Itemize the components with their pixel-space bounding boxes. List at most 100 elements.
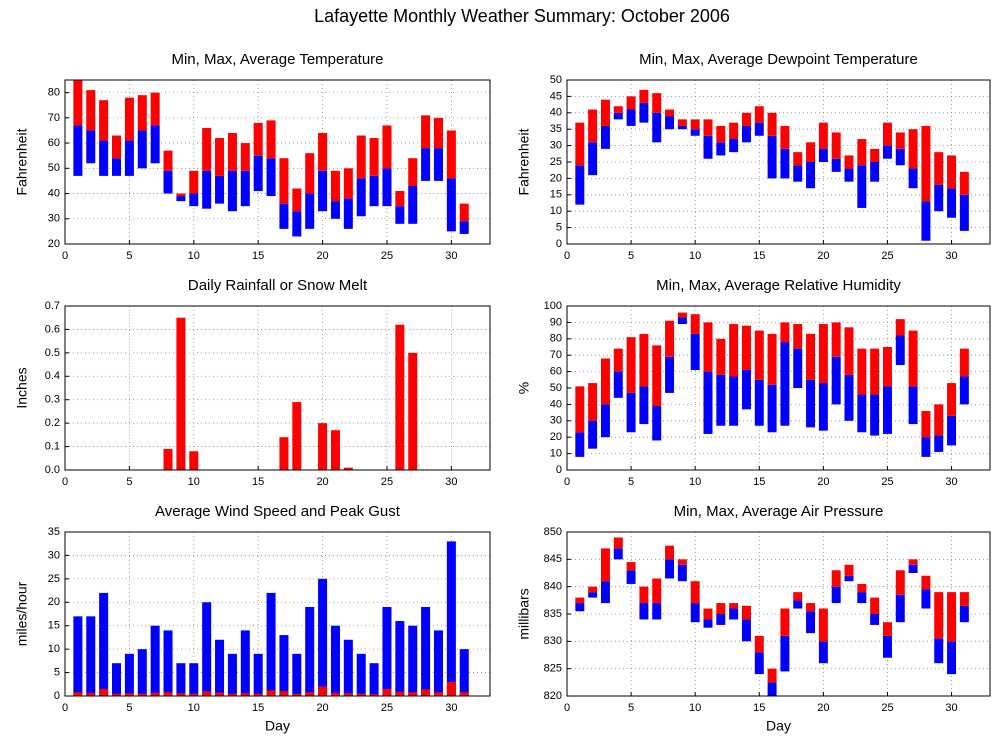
bar	[382, 688, 392, 696]
bar-lower	[626, 392, 636, 433]
bar-upper	[729, 324, 739, 377]
y-tick-label: 30	[550, 415, 562, 427]
bar-lower	[395, 206, 405, 224]
x-tick-label: 5	[126, 476, 132, 488]
bar	[99, 688, 109, 696]
bar	[446, 681, 456, 696]
bar-lower	[227, 170, 237, 212]
bar-upper	[421, 115, 431, 149]
bar	[382, 606, 392, 696]
bar-upper	[921, 575, 931, 590]
bar-lower	[767, 682, 777, 696]
bar-upper	[934, 404, 944, 436]
bar	[408, 352, 418, 470]
bar-lower	[767, 135, 777, 179]
bar-upper	[741, 112, 751, 126]
bar-upper	[831, 132, 841, 159]
bar-lower	[831, 586, 841, 604]
bar	[240, 630, 250, 696]
y-tick-label: 0	[556, 238, 562, 250]
bar	[266, 592, 276, 696]
bar-upper	[613, 348, 623, 372]
bar-lower	[626, 570, 636, 584]
y-tick-label: 20	[550, 431, 562, 443]
bar-lower	[780, 342, 790, 426]
y-tick-label: 5	[556, 222, 562, 234]
bar-upper	[729, 603, 739, 609]
bar	[279, 691, 289, 696]
plot-frame	[566, 531, 991, 697]
bar-upper	[844, 155, 854, 169]
bar-upper	[626, 96, 636, 110]
bar-lower	[639, 603, 649, 620]
x-axis-label: Day	[265, 718, 290, 734]
bar-lower	[947, 188, 957, 218]
chart-title: Min, Max, Average Relative Humidity	[656, 277, 901, 294]
bar	[202, 602, 212, 696]
y-tick-label: 40	[48, 187, 60, 199]
bar-upper	[176, 193, 186, 197]
bar-upper	[831, 570, 841, 587]
y-tick-label: 35	[550, 123, 562, 135]
bar-upper	[240, 143, 250, 171]
bar-upper	[882, 622, 892, 636]
bar-upper	[330, 170, 340, 202]
bar	[176, 317, 186, 470]
bar-upper	[921, 125, 931, 202]
bar	[112, 663, 122, 696]
bar-lower	[921, 201, 931, 241]
bar	[446, 541, 456, 696]
bar-lower	[652, 112, 662, 143]
bar-upper	[806, 603, 816, 612]
bar-lower	[844, 374, 854, 421]
bar-upper	[921, 410, 931, 438]
bar-upper	[754, 106, 764, 123]
bar-lower	[780, 635, 790, 672]
bar-lower	[947, 641, 957, 675]
bar-upper	[908, 330, 918, 387]
bar	[73, 616, 83, 696]
bar-upper	[716, 338, 726, 375]
bar	[395, 621, 405, 696]
bar-lower	[716, 142, 726, 156]
bar-lower	[124, 140, 134, 176]
bar-upper	[857, 583, 867, 593]
bar	[369, 694, 379, 696]
y-tick-label: 25	[48, 573, 60, 585]
bar-upper	[150, 92, 160, 126]
bar	[99, 592, 109, 696]
bar	[266, 690, 276, 696]
bar-upper	[652, 93, 662, 113]
bar-upper	[395, 191, 405, 207]
bar-lower	[613, 371, 623, 398]
bar-lower	[857, 165, 867, 208]
bar	[318, 423, 328, 470]
x-tick-label: 25	[881, 702, 893, 714]
bar-upper	[754, 330, 764, 380]
bar-lower	[934, 184, 944, 212]
bar-lower	[793, 600, 803, 609]
plot-frame	[64, 531, 491, 697]
plot-frame	[64, 305, 491, 471]
y-tick-label: 70	[48, 112, 60, 124]
y-tick-label: 835	[544, 608, 562, 620]
bar-lower	[934, 638, 944, 664]
bar-upper	[895, 319, 905, 336]
chart-title: Min, Max, Average Temperature	[171, 51, 383, 68]
y-tick-label: 10	[48, 643, 60, 655]
bar-lower	[882, 635, 892, 658]
bar	[330, 625, 340, 696]
bar-upper	[908, 559, 918, 565]
x-tick-label: 30	[945, 702, 957, 714]
y-tick-label: 0.7	[45, 300, 60, 312]
bar-upper	[279, 158, 289, 204]
bar	[227, 693, 237, 696]
bar-upper	[613, 537, 623, 549]
y-axis-label: %	[516, 382, 532, 394]
bar	[305, 692, 315, 696]
bar	[163, 630, 173, 696]
y-tick-label: 60	[48, 137, 60, 149]
x-tick-label: 15	[252, 250, 264, 262]
bar-lower	[575, 603, 585, 612]
